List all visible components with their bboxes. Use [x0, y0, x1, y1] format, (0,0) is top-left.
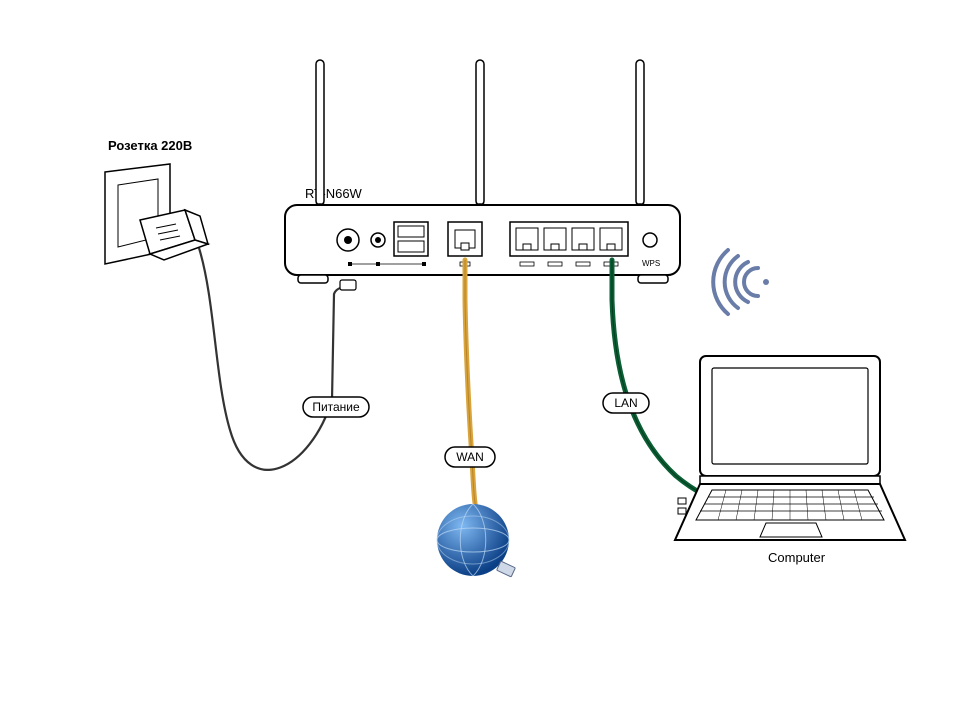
wan-pill: WAN — [445, 447, 495, 467]
svg-text:WAN: WAN — [456, 450, 484, 464]
wifi-icon — [713, 250, 769, 314]
router-usb-ports — [394, 222, 428, 256]
lan-pill: LAN — [603, 393, 649, 413]
wan-cable — [465, 260, 478, 512]
power-pill: Питание — [303, 397, 369, 417]
wps-label: WPS — [642, 259, 660, 268]
router-antenna-3 — [630, 60, 650, 216]
router-lan-ports — [510, 222, 628, 256]
computer-label: Computer — [768, 550, 826, 565]
svg-text:LAN: LAN — [614, 396, 637, 410]
router-antenna-2 — [470, 60, 490, 216]
diagram-canvas: Розетка 220В RT-N66W — [0, 0, 960, 720]
laptop: Computer — [675, 356, 905, 565]
wall-outlet: Розетка 220В — [105, 138, 208, 264]
router-wps-button — [643, 233, 657, 247]
router-wan-port — [448, 222, 482, 256]
router-model-label: RT-N66W — [305, 186, 363, 201]
outlet-title: Розетка 220В — [108, 138, 192, 153]
globe-icon — [437, 504, 515, 577]
svg-text:Питание: Питание — [312, 400, 360, 414]
router-device: RT-N66W — [285, 60, 680, 283]
